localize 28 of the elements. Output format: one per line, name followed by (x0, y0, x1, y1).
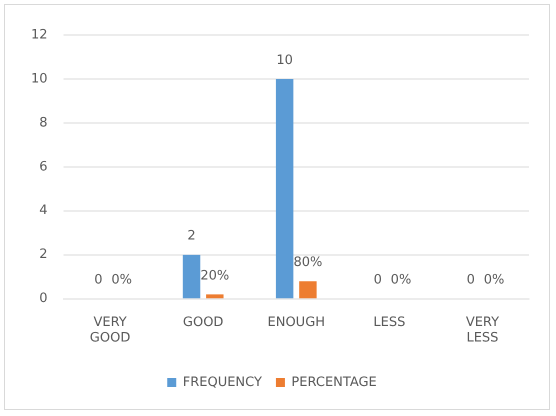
legend-label: PERCENTAGE (291, 374, 377, 390)
y-tick-label: 0 (39, 291, 48, 306)
y-tick-label: 6 (39, 159, 48, 174)
legend-label: FREQUENCY (182, 374, 262, 390)
x-tick-label: VERY LESS (466, 314, 500, 346)
y-tick-label: 12 (30, 27, 48, 42)
bar (182, 254, 200, 298)
data-label: 0% (390, 272, 412, 288)
data-label: 0% (484, 272, 504, 288)
data-label: 0 (94, 272, 103, 288)
x-tick-label: LESS (373, 314, 406, 330)
data-label: 20% (200, 268, 230, 284)
data-label: 10 (276, 52, 293, 68)
bar (206, 294, 224, 298)
x-tick-label: ENOUGH (268, 314, 326, 330)
x-tick-label: VERY GOOD (90, 314, 130, 346)
bar (276, 78, 294, 298)
data-label: 2 (187, 228, 196, 244)
x-tick-label: GOOD (182, 314, 224, 330)
data-label: 0 (466, 272, 475, 288)
data-label: 0% (111, 272, 132, 288)
y-tick-label: 2 (39, 247, 48, 262)
data-label: 80% (293, 255, 322, 270)
y-tick-label: 8 (39, 115, 48, 130)
y-tick-label: 4 (39, 203, 48, 218)
data-label: 0 (374, 272, 382, 288)
y-tick-label: 10 (30, 71, 48, 86)
bar (299, 281, 317, 298)
